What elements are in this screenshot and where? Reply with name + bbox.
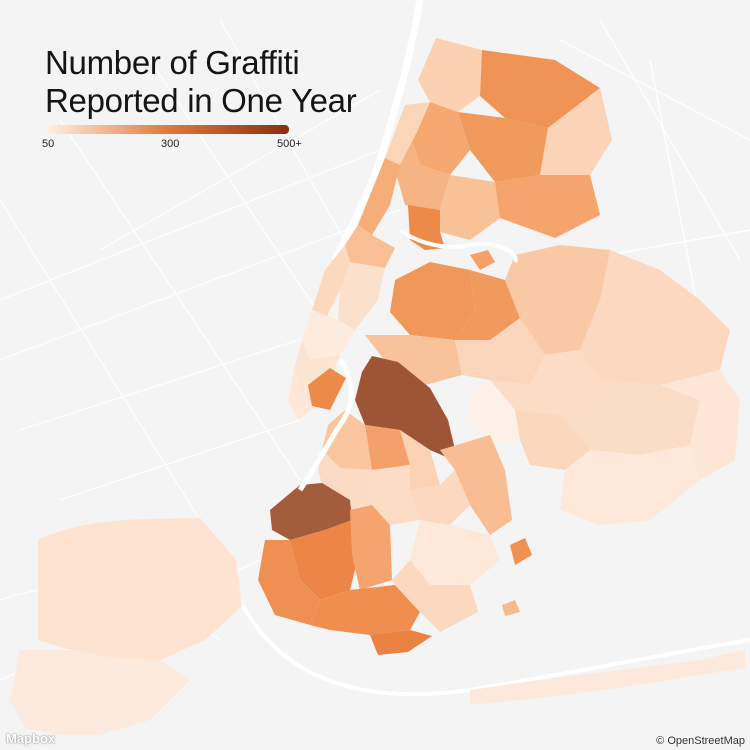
brooklyn xyxy=(258,356,512,655)
district-brooklyn-greenpoint[interactable] xyxy=(355,356,458,462)
district-queens-bayside[interactable] xyxy=(580,250,730,385)
district-jamaica-bay-island[interactable] xyxy=(510,538,532,565)
district-brooklyn-bensonhurst[interactable] xyxy=(310,585,420,635)
map-title-line-1: Number of Graffiti xyxy=(45,44,300,81)
district-queens-astoria[interactable] xyxy=(390,262,475,340)
background-streets xyxy=(0,19,750,681)
district-bronx-highbridge[interactable] xyxy=(395,135,450,210)
district-brooklyn-williamsburg[interactable] xyxy=(322,410,372,470)
legend-max-label: 500+ xyxy=(277,138,302,150)
district-brooklyn-coney-island[interactable] xyxy=(370,630,432,655)
district-bronx-riverdale[interactable] xyxy=(418,38,482,112)
district-queens-flushing[interactable] xyxy=(505,245,630,355)
district-staten-north[interactable] xyxy=(38,518,242,660)
district-bronx-fordham[interactable] xyxy=(458,112,548,182)
district-queens-elmhurst[interactable] xyxy=(455,318,545,385)
district-manhattan-downtown[interactable] xyxy=(288,365,330,420)
mapbox-logo-icon[interactable]: Mapbox xyxy=(6,731,56,746)
district-manhattan-harlem[interactable] xyxy=(345,225,395,268)
bronx xyxy=(395,38,612,250)
district-rikers-island[interactable] xyxy=(470,250,495,270)
district-bronx-morrisania[interactable] xyxy=(440,175,500,240)
district-bronx-parkchester[interactable] xyxy=(495,175,600,238)
district-brooklyn-canarsie[interactable] xyxy=(410,520,500,585)
district-manhattan-washington-heights[interactable] xyxy=(358,158,400,235)
district-bronx-kingsbridge[interactable] xyxy=(410,102,470,175)
district-manhattan-upper-west[interactable] xyxy=(312,245,350,320)
district-manhattan-upper-east[interactable] xyxy=(338,262,385,330)
district-bronx-eastchester[interactable] xyxy=(540,88,612,175)
queens xyxy=(365,245,745,705)
district-queens-southeast[interactable] xyxy=(560,445,700,525)
staten-island xyxy=(10,518,242,735)
district-brooklyn-sunset-park[interactable] xyxy=(290,520,360,600)
district-queens-long-island-city[interactable] xyxy=(365,335,462,385)
district-brooklyn-crown-heights[interactable] xyxy=(372,465,420,525)
district-queens-forest-hills[interactable] xyxy=(490,350,600,415)
district-brooklyn-red-hook[interactable] xyxy=(270,483,352,540)
district-queens-ridgewood[interactable] xyxy=(470,380,520,445)
district-queens-queens-village[interactable] xyxy=(660,370,740,480)
district-brooklyn-flatbush[interactable] xyxy=(350,505,392,590)
district-brooklyn-brownsville[interactable] xyxy=(410,470,470,525)
shore-line xyxy=(238,599,750,697)
legend-min-label: 50 xyxy=(42,138,55,150)
district-queens-jackson-heights[interactable] xyxy=(455,270,520,340)
district-brooklyn-bay-ridge[interactable] xyxy=(258,540,320,625)
district-jamaica-bay-island-2[interactable] xyxy=(502,600,520,616)
map-title: Number of Graffiti Reported in One Year xyxy=(45,44,357,120)
district-bronx-norwood[interactable] xyxy=(480,50,600,128)
district-brooklyn-sheepshead[interactable] xyxy=(392,560,478,632)
district-queens-rockaway[interactable] xyxy=(470,650,745,705)
harlem-river xyxy=(398,228,518,264)
attribution-link[interactable]: © OpenStreetMap xyxy=(656,735,745,747)
district-brooklyn-east-new-york[interactable] xyxy=(440,435,512,535)
district-brooklyn-bushwick[interactable] xyxy=(365,425,410,470)
district-queens-woodhaven[interactable] xyxy=(515,410,590,470)
east-river xyxy=(297,358,354,492)
district-manhattan-lower-east[interactable] xyxy=(308,368,346,410)
district-manhattan-midtown[interactable] xyxy=(302,310,355,360)
manhattan xyxy=(288,102,430,420)
district-staten-south[interactable] xyxy=(10,650,190,735)
hudson-river xyxy=(331,0,424,262)
map-title-line-2: Reported in One Year xyxy=(45,82,357,119)
district-queens-jamaica[interactable] xyxy=(560,380,700,455)
legend-color-bar xyxy=(45,125,289,134)
district-manhattan-inwood[interactable] xyxy=(385,102,430,165)
legend-mid-label: 300 xyxy=(161,138,180,150)
